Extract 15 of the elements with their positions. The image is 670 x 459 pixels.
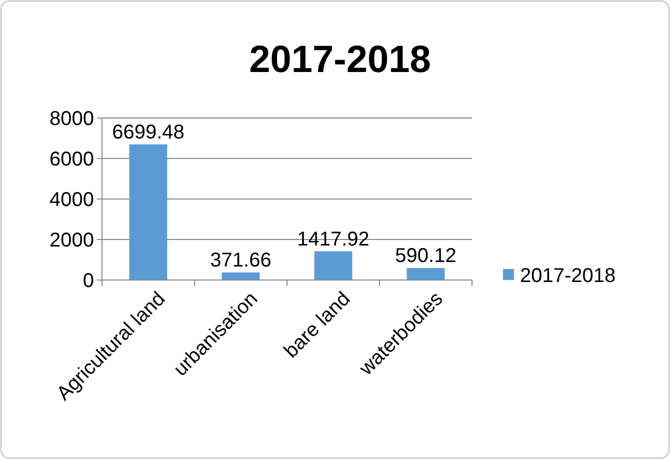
bar bbox=[406, 268, 445, 280]
y-tick-label: 8000 bbox=[50, 108, 94, 130]
bar bbox=[314, 251, 352, 280]
data-label: 371.66 bbox=[210, 249, 272, 272]
bar bbox=[222, 272, 260, 280]
y-tick-label: 0 bbox=[82, 270, 94, 292]
bar bbox=[129, 144, 168, 280]
y-tick-label: 4000 bbox=[50, 189, 94, 211]
chart-title: 2017-2018 bbox=[249, 39, 431, 81]
data-label: 1417.92 bbox=[297, 228, 370, 250]
legend-label: 2017-2018 bbox=[520, 265, 616, 287]
y-tick-label: 2000 bbox=[50, 230, 94, 252]
data-label: 590.12 bbox=[395, 245, 456, 268]
data-label: 6699.48 bbox=[112, 121, 184, 144]
y-tick-label: 6000 bbox=[50, 148, 94, 170]
